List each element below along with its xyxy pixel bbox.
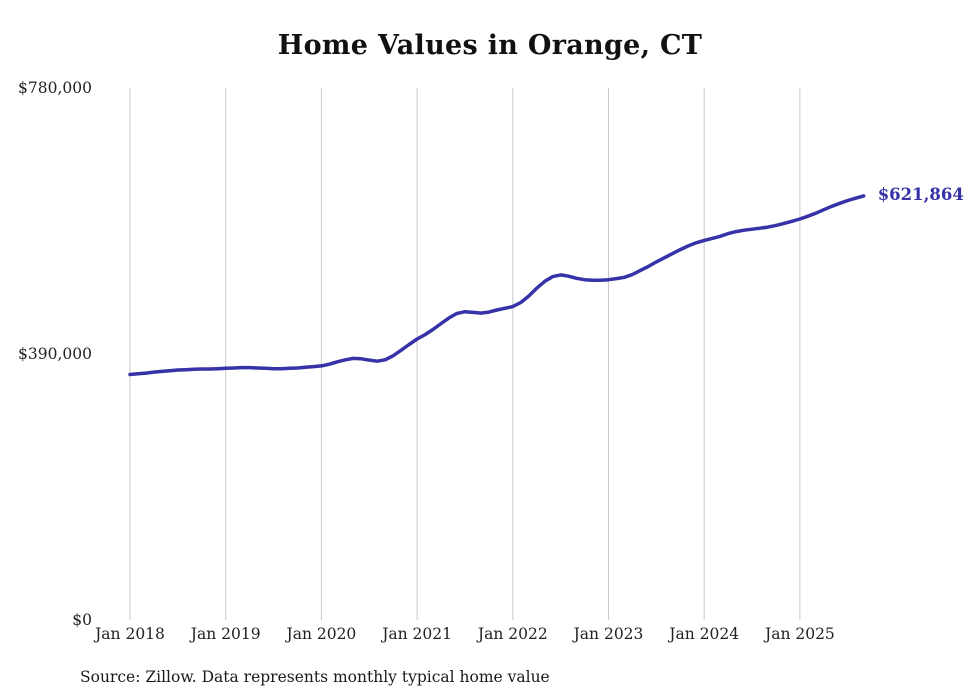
x-tick-label: Jan 2025 <box>764 625 835 643</box>
x-tick-label: Jan 2023 <box>573 625 644 643</box>
x-tick-label: Jan 2020 <box>286 625 357 643</box>
y-tick-label: $780,000 <box>18 79 92 97</box>
y-tick-label: $390,000 <box>18 345 92 363</box>
latest-value-label: $621,864 <box>877 184 964 204</box>
x-tick-label: Jan 2019 <box>190 625 261 643</box>
x-tick-label: Jan 2021 <box>382 625 452 643</box>
x-tick-label: Jan 2024 <box>669 625 740 643</box>
home-value-line <box>128 194 866 377</box>
source-note: Source: Zillow. Data represents monthly … <box>80 668 550 686</box>
chart-title: Home Values in Orange, CT <box>277 30 703 61</box>
x-tick-label: Jan 2022 <box>477 625 548 643</box>
y-tick-label: $0 <box>72 611 92 629</box>
x-tick-label: Jan 2018 <box>95 625 165 643</box>
